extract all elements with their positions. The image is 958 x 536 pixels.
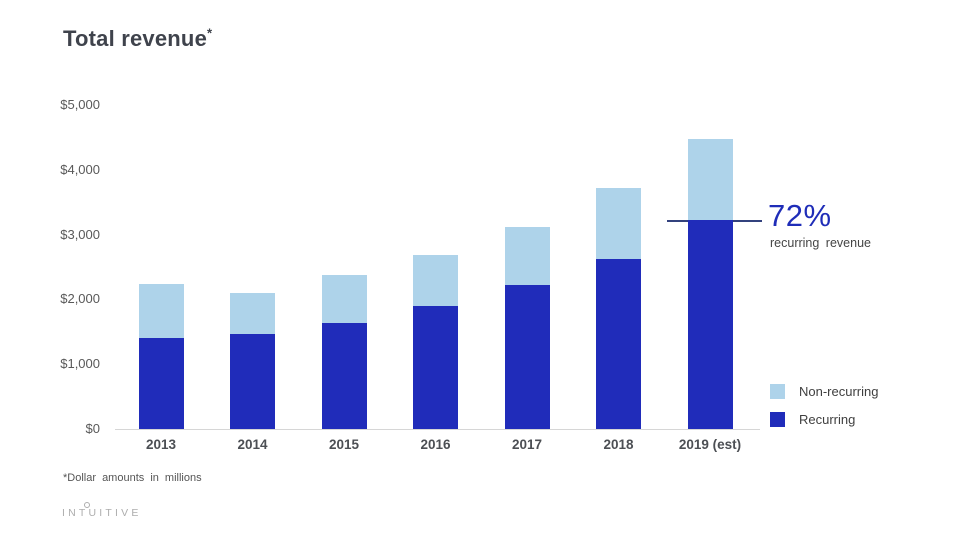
legend-item-non-recurring: Non-recurring <box>770 384 878 399</box>
bar-segment-recurring <box>321 322 367 429</box>
legend-label-non-recurring: Non-recurring <box>799 384 879 399</box>
bar-group-2018 <box>596 188 641 429</box>
bar-group-2013 <box>138 283 184 429</box>
y-axis-tick-label: $5,000 <box>60 97 100 112</box>
bar-segment-non-recurring <box>687 139 733 221</box>
legend: Non-recurring Recurring <box>770 384 878 440</box>
bar-segment-recurring <box>596 258 641 429</box>
bar-segment-non-recurring <box>596 188 641 259</box>
plot-area <box>115 105 760 430</box>
bar-segment-recurring <box>413 305 458 429</box>
bar-group-2017 <box>504 227 550 429</box>
x-axis-label: 2017 <box>511 437 543 452</box>
x-axis-label: 2016 <box>420 437 451 452</box>
intuitive-logo: INTUITIVE <box>62 507 142 519</box>
x-axis-label: 2014 <box>237 437 268 452</box>
page-title: Total revenue* <box>63 26 212 52</box>
x-axis-label: 2018 <box>603 437 634 452</box>
y-axis-tick-label: $3,000 <box>60 226 100 242</box>
bar-segment-recurring <box>504 284 550 429</box>
logo-ring-icon <box>84 502 90 508</box>
page-title-text: Total revenue <box>63 26 208 51</box>
legend-label-recurring: Recurring <box>799 412 856 427</box>
annotation-percentage: 72% <box>768 198 832 233</box>
legend-swatch-recurring <box>770 412 785 427</box>
footnote: *Dollar amounts in millions <box>63 472 202 484</box>
x-axis-label: 2013 <box>145 437 177 452</box>
bar-segment-non-recurring <box>413 255 458 306</box>
bar-segment-non-recurring <box>321 275 367 323</box>
y-axis-tick-label: $1,000 <box>60 356 100 372</box>
bar-segment-recurring <box>138 337 184 429</box>
bar-segment-recurring <box>230 333 275 429</box>
bar-group-2019est <box>687 139 733 429</box>
bar-segment-non-recurring <box>230 292 275 334</box>
bar-group-2014 <box>230 292 275 429</box>
x-axis-label: 2019 (est) <box>678 437 742 452</box>
y-axis-tick-label: $0 <box>85 421 100 436</box>
annotation-label: recurring revenue <box>770 236 871 250</box>
legend-item-recurring: Recurring <box>770 412 878 427</box>
legend-swatch-non-recurring <box>770 384 785 399</box>
y-axis-tick-label: $4,000 <box>60 161 100 177</box>
bar-segment-non-recurring <box>138 283 184 338</box>
bar-segment-non-recurring <box>504 227 550 285</box>
x-axis-label: 2015 <box>328 437 360 452</box>
y-axis-tick-label: $2,000 <box>60 291 100 307</box>
page-title-asterisk: * <box>207 25 213 41</box>
x-axis-baseline <box>115 429 760 430</box>
bar-group-2016 <box>413 255 458 429</box>
bar-group-2015 <box>321 275 367 429</box>
bar-segment-recurring <box>687 220 733 429</box>
